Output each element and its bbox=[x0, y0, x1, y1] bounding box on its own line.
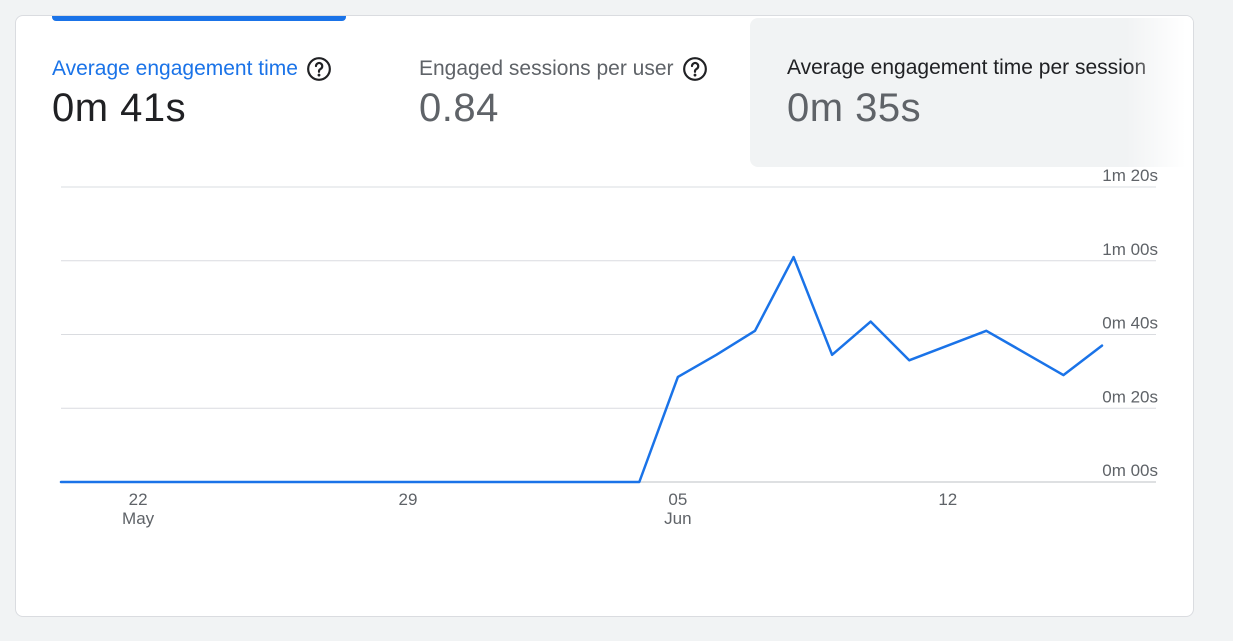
metric-value: 0m 41s bbox=[52, 86, 187, 130]
y-tick-label: 0m 40s bbox=[1102, 314, 1158, 333]
metric-label-engaged-sessions-per-user: Engaged sessions per user bbox=[419, 56, 708, 82]
engagement-card: Average engagement time 0m 41s Engaged s… bbox=[15, 15, 1194, 617]
metric-tab-average-engagement-time-per-session[interactable]: Average engagement time per session 0m 3… bbox=[750, 18, 1193, 167]
series-line bbox=[59, 255, 1104, 484]
metric-tab-engaged-sessions-per-user[interactable]: Engaged sessions per user 0.84 bbox=[419, 16, 749, 166]
metric-label-average-engagement-time-per-session: Average engagement time per session bbox=[787, 56, 1146, 80]
x-tick-label: 29 bbox=[399, 490, 418, 509]
x-tick-label: 12 bbox=[938, 490, 957, 509]
metric-tab-average-engagement-time[interactable]: Average engagement time 0m 41s bbox=[52, 16, 382, 166]
x-tick-label: 22 bbox=[129, 490, 148, 509]
y-tick-label: 0m 20s bbox=[1102, 387, 1158, 406]
x-tick-month-label: May bbox=[122, 509, 155, 528]
selected-tab-indicator bbox=[52, 16, 346, 21]
help-circle-icon[interactable] bbox=[306, 56, 332, 82]
x-tick-label: 05 bbox=[668, 490, 687, 509]
metric-title: Average engagement time bbox=[52, 57, 298, 80]
y-tick-label: 1m 20s bbox=[1102, 166, 1158, 185]
metric-value: 0.84 bbox=[419, 86, 499, 130]
metric-label-average-engagement-time: Average engagement time bbox=[52, 56, 332, 82]
help-circle-icon[interactable] bbox=[682, 56, 708, 82]
metric-title: Average engagement time per session bbox=[787, 56, 1147, 79]
y-tick-label: 1m 00s bbox=[1102, 240, 1158, 259]
y-tick-label: 0m 00s bbox=[1102, 461, 1158, 480]
metric-title: Engaged sessions per user bbox=[419, 57, 674, 80]
metric-value: 0m 35s bbox=[787, 86, 922, 130]
x-tick-month-label: Jun bbox=[664, 509, 691, 528]
